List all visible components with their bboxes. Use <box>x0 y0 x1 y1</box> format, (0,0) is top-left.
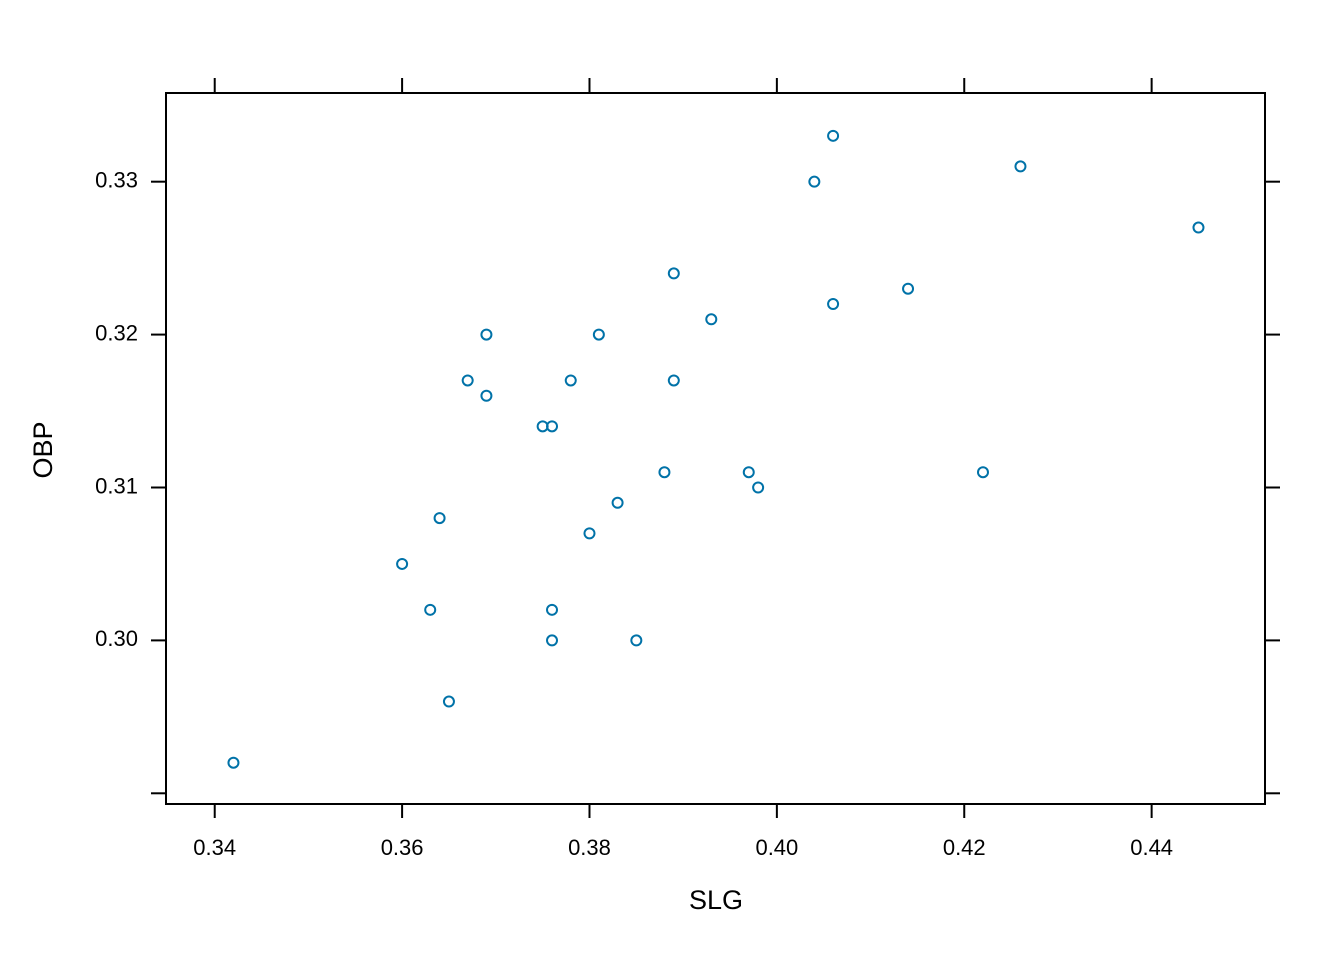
point <box>827 129 840 142</box>
point <box>461 374 474 387</box>
point <box>611 496 624 509</box>
point <box>630 634 643 647</box>
point <box>480 389 493 402</box>
point <box>1192 221 1205 234</box>
point <box>583 527 596 540</box>
point <box>546 420 559 433</box>
point <box>546 603 559 616</box>
point <box>433 512 446 525</box>
point <box>902 282 915 295</box>
x-tick-label: 0.40 <box>755 835 798 860</box>
y-axis-title: OBP <box>28 421 58 478</box>
panel-border <box>165 92 1266 805</box>
point <box>424 603 437 616</box>
point <box>227 756 240 769</box>
point <box>1014 160 1027 173</box>
y-tick-label: 0.32 <box>95 320 138 345</box>
x-axis-title: SLG <box>689 885 743 915</box>
point <box>742 466 755 479</box>
y-tick-label: 0.33 <box>95 167 138 192</box>
point <box>546 634 559 647</box>
point <box>658 466 671 479</box>
x-tick-label: 0.44 <box>1130 835 1173 860</box>
point <box>667 267 680 280</box>
point <box>480 328 493 341</box>
point <box>808 175 821 188</box>
x-tick-label: 0.38 <box>568 835 611 860</box>
x-tick-label: 0.42 <box>943 835 986 860</box>
y-tick-label: 0.31 <box>95 473 138 498</box>
point <box>667 374 680 387</box>
y-tick-label: 0.30 <box>95 626 138 651</box>
point <box>705 313 718 326</box>
point <box>827 298 840 311</box>
point <box>592 328 605 341</box>
point <box>752 481 765 494</box>
point <box>396 557 409 570</box>
point <box>976 466 989 479</box>
x-tick-label: 0.34 <box>193 835 236 860</box>
point <box>442 695 455 708</box>
point <box>564 374 577 387</box>
x-tick-label: 0.36 <box>381 835 424 860</box>
